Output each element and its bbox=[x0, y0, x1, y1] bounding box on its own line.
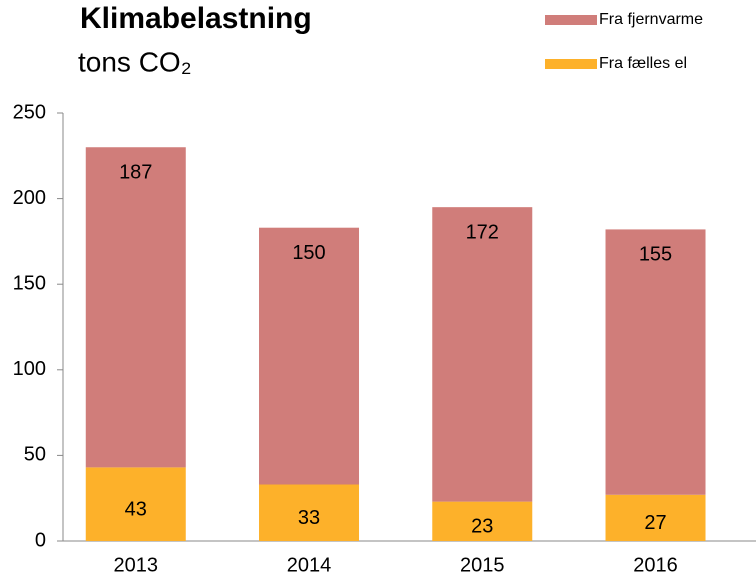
legend-swatch bbox=[545, 59, 597, 69]
data-label: 33 bbox=[298, 507, 320, 529]
x-tick-label: 2016 bbox=[633, 554, 678, 576]
data-label: 172 bbox=[466, 221, 499, 243]
data-label: 187 bbox=[119, 162, 152, 184]
x-tick-label: 2015 bbox=[460, 554, 505, 576]
y-tick-label: 0 bbox=[35, 529, 46, 551]
legend-label: Fra fælles el bbox=[599, 55, 687, 72]
bar-segment bbox=[85, 147, 186, 468]
bar-segment bbox=[432, 207, 533, 502]
data-label: 23 bbox=[471, 516, 493, 538]
chart-subtitle: tons CO₂ bbox=[78, 46, 192, 77]
bar-segment bbox=[85, 467, 186, 541]
data-label: 150 bbox=[292, 242, 325, 264]
bar-segment bbox=[259, 227, 360, 485]
legend-swatch bbox=[545, 15, 597, 25]
data-label: 27 bbox=[644, 512, 666, 534]
bar-segment bbox=[432, 501, 533, 541]
chart-title: Klimabelastning bbox=[80, 2, 312, 35]
data-label: 43 bbox=[125, 498, 147, 520]
data-label: 155 bbox=[639, 244, 672, 266]
legend-label: Fra fjernvarme bbox=[599, 11, 703, 28]
y-tick-label: 150 bbox=[13, 272, 46, 294]
bar-segment bbox=[259, 484, 360, 541]
x-tick-label: 2014 bbox=[287, 554, 332, 576]
y-tick-label: 250 bbox=[13, 101, 46, 123]
x-tick-label: 2013 bbox=[114, 554, 159, 576]
y-tick-label: 200 bbox=[13, 187, 46, 209]
y-tick-label: 100 bbox=[13, 358, 46, 380]
bar-segment bbox=[605, 494, 706, 541]
bar-segment bbox=[605, 229, 706, 495]
y-tick-label: 50 bbox=[24, 444, 46, 466]
